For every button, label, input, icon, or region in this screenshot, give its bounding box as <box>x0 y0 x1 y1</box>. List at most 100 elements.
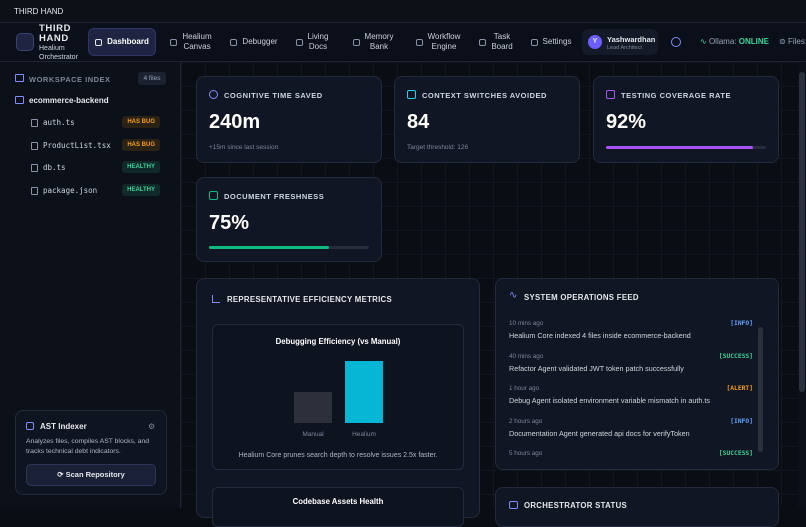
progress-track <box>209 246 369 249</box>
metric-icon <box>407 90 416 99</box>
nav-item[interactable]: Debugger <box>222 28 286 56</box>
feed-time: 1 hour ago <box>509 385 540 392</box>
metric-card: COGNITIVE TIME SAVED 240m +15m since last … <box>196 76 382 163</box>
user-name: Yashwardhan <box>607 35 656 44</box>
file-count: 4 files <box>138 72 166 85</box>
brand-subtitle: Healium Orchestrator <box>39 45 78 61</box>
orchestrator-panel: ORCHESTRATOR STATUS <box>495 487 779 527</box>
feed-message: Refactor Agent validated JWT token patch… <box>509 363 684 373</box>
nav-icon <box>230 38 238 46</box>
file-status: HEALTHY <box>122 184 160 197</box>
status-value: ONLINE <box>738 37 769 46</box>
metric-icon <box>209 191 218 200</box>
scroll-thumb[interactable] <box>799 72 805 392</box>
file-icon <box>31 119 38 127</box>
nav-icon <box>295 38 303 46</box>
top-nav: THIRD HAND Healium Orchestrator Y Yashwa… <box>0 22 806 62</box>
file-name[interactable]: db.ts <box>43 163 66 173</box>
nav-icon <box>352 38 360 46</box>
chart-box: Debugging Efficiency (vs Manual) Manual He… <box>212 324 464 470</box>
files-label: Files: <box>787 37 806 46</box>
panel-icon <box>212 295 220 303</box>
scan-button[interactable]: ⟳ Scan Repository <box>26 464 156 486</box>
nav-label: Task Board <box>491 32 513 51</box>
bar <box>345 361 383 423</box>
feed-message: Debug Agent isolated environment variabl… <box>509 396 710 405</box>
file-status: HAS BUG <box>122 138 160 151</box>
feed-panel: ∿ SYSTEM OPERATIONS FEED 10 mins ago [INFO]… <box>495 278 779 470</box>
metric-title: DOCUMENT FRESHNESS <box>224 192 325 201</box>
feed-level: [INFO] <box>730 417 753 425</box>
ast-title: AST Indexer <box>40 422 87 431</box>
metric-value: 92% <box>606 111 647 133</box>
metric-card: TESTING COVERAGE RATE 92% <box>593 76 779 163</box>
assets-title: Codebase Assets Health <box>292 497 384 506</box>
files-status: ⊜ Files: <box>779 37 806 46</box>
feed-icon: ∿ <box>509 290 518 301</box>
status-icon[interactable] <box>671 37 681 47</box>
nav-label: Debugger <box>242 37 278 46</box>
ast-settings[interactable]: ⚙ <box>148 422 156 431</box>
nav-item[interactable]: Settings <box>522 28 580 56</box>
nav-item[interactable]: Workflow Engine <box>404 28 472 56</box>
nav-label: Living Docs <box>307 32 329 51</box>
file-name[interactable]: auth.ts <box>43 118 75 127</box>
user-role: Lead Architect <box>607 45 642 51</box>
metric-icon <box>209 90 218 99</box>
metric-title: CONTEXT SWITCHES AVOIDED <box>422 91 547 100</box>
file-name[interactable]: ProductList.tsx <box>43 140 111 150</box>
feed-scrollbar[interactable] <box>758 327 763 452</box>
nav-item[interactable]: Dashboard <box>88 28 156 56</box>
ollama-status: ∿ Ollama: ONLINE <box>700 37 769 46</box>
nav-item[interactable]: Living Docs <box>288 28 336 56</box>
nav-label: Settings <box>542 37 572 46</box>
nav-label: Dashboard <box>107 37 149 46</box>
metric-value: 75% <box>209 212 250 234</box>
avatar: Y <box>588 35 602 49</box>
feed-time: 40 mins ago <box>509 352 544 360</box>
chart-caption: Healium Core prunes search depth to reso… <box>238 452 438 459</box>
chart-title: Debugging Efficiency (vs Manual) <box>275 337 401 346</box>
brand-icon <box>16 33 34 51</box>
folder-icon <box>15 96 24 104</box>
file-icon <box>31 187 38 196</box>
feed-time: 10 mins ago <box>509 320 544 327</box>
file-status: HAS BUG <box>122 116 160 128</box>
nav-label: Memory Bank <box>364 32 394 51</box>
progress-bar <box>606 146 754 149</box>
metric-note: +15m since last session <box>209 144 279 151</box>
panel-title: REPRESENTATIVE EFFICIENCY METRICS <box>227 295 392 304</box>
efficiency-panel: REPRESENTATIVE EFFICIENCY METRICS Debuggi… <box>196 278 480 527</box>
brand: THIRD HAND <box>39 23 72 44</box>
feed-level: [SUCCESS] <box>718 352 753 360</box>
nav-item[interactable]: Task Board <box>470 28 522 56</box>
feed-message: Documentation Agent generated api docs f… <box>509 428 690 438</box>
feed-level: [SUCCESS] <box>718 450 753 457</box>
nav-item[interactable]: Healium Canvas <box>160 28 222 56</box>
nav-item[interactable]: Memory Bank <box>338 28 408 56</box>
feed-level: [ALERT] <box>726 385 753 392</box>
sidebar: WORKSPACE INDEX 4 files ecommerce-backen… <box>0 62 181 508</box>
metric-title: TESTING COVERAGE RATE <box>621 91 731 100</box>
title-bar: THIRD HAND <box>0 0 806 22</box>
status-label: Ollama: <box>708 37 737 46</box>
folder-name[interactable]: ecommerce-backend <box>29 96 109 105</box>
workspace-title: WORKSPACE INDEX <box>29 75 111 84</box>
progress-bar <box>209 246 329 249</box>
metric-icon <box>606 90 615 99</box>
nav-label: Healium Canvas <box>182 32 212 51</box>
metric-card: CONTEXT SWITCHES AVOIDED 84 Target thresho… <box>394 76 580 163</box>
user-chip[interactable]: Y Yashwardhan Lead Architect <box>582 29 658 55</box>
progress-track <box>606 146 766 149</box>
file-icon <box>31 164 38 173</box>
window-title: THIRD HAND <box>14 7 64 16</box>
file-icon <box>31 141 38 150</box>
file-status: HEALTHY <box>122 161 160 174</box>
orch-title: ORCHESTRATOR STATUS <box>524 501 628 510</box>
folder-icon <box>15 74 24 82</box>
nav-icon <box>95 38 103 46</box>
chart: Manual Healium <box>294 361 383 438</box>
feed-message: Healium Core indexed 4 files inside ecom… <box>509 331 691 340</box>
file-name[interactable]: package.json <box>43 186 98 196</box>
